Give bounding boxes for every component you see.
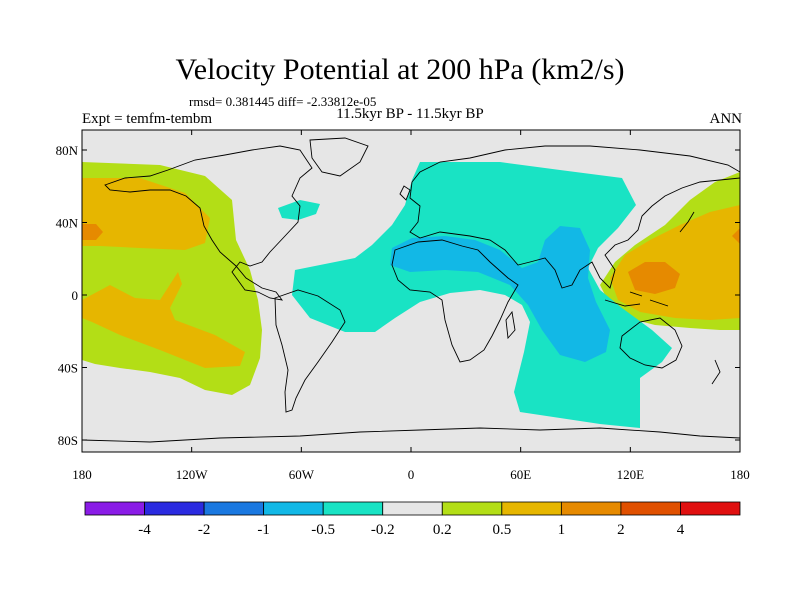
contour-north-pacific-1 (82, 224, 103, 240)
lon-tick-label: 60W (289, 467, 315, 482)
colorbar-label: -2 (198, 522, 211, 538)
coast-antarctica (82, 427, 740, 443)
lat-tick-label: 40S (58, 361, 78, 376)
colorbar-swatch (382, 501, 443, 516)
coast-greenland (309, 137, 369, 177)
colorbar-swatch (620, 501, 681, 516)
colorbar-label: -4 (138, 522, 151, 538)
contour-west-pacific-1-edge (732, 228, 740, 244)
contour-indian-ocean-neg-0.5 (390, 226, 610, 362)
colorbar-swatch (144, 501, 205, 516)
stats-label: rmsd= 0.381445 diff= -2.33812e-05 (189, 94, 377, 109)
colorbar-swatch (560, 501, 622, 516)
colorbar-label: -1 (257, 522, 270, 538)
coast-new-zealand (711, 359, 721, 385)
coast-south-america (274, 289, 346, 413)
coast-africa (391, 239, 519, 363)
coast-madagascar (505, 310, 516, 340)
experiment-label: Expt = temfm-tembm (82, 111, 213, 127)
lat-tick-label: 0 (72, 288, 79, 303)
coast-uk (399, 185, 411, 201)
colorbar-swatch (680, 501, 741, 516)
colorbar-label: 0.5 (492, 522, 511, 538)
contour-west-pacific-1 (628, 262, 680, 294)
colorbar-swatch (84, 501, 145, 516)
colorbar-swatch (441, 501, 503, 516)
colorbar-swatch (263, 501, 324, 516)
plot-title: Velocity Potential at 200 hPa (km2/s) (175, 53, 625, 86)
coast-eurasia (409, 145, 740, 289)
lon-tick-label: 180 (730, 467, 750, 482)
axis-ticks: 80N 40N 0 40S 80S 180 120W 60W 0 60E 120E 180 (56, 130, 750, 482)
lat-tick-label: 40N (56, 216, 79, 231)
lon-tick-label: 180 (72, 467, 92, 482)
period-label: 11.5kyr BP - 11.5kyr BP (336, 106, 484, 122)
colorbar-label: 4 (677, 522, 685, 538)
lat-tick-label: 80N (56, 143, 79, 158)
coast-north-america (104, 145, 313, 301)
lon-tick-label: 120W (176, 467, 209, 482)
contour-south-pacific-0.5 (82, 272, 245, 368)
lat-tick-label: 80S (58, 433, 78, 448)
contour-north-pacific-0.5 (82, 178, 210, 250)
colorbar-swatch (203, 501, 265, 516)
colorbar-label: 1 (558, 522, 566, 538)
colorbar-label: 2 (617, 522, 625, 538)
coast-australia (619, 317, 683, 369)
colorbar: -4 -2 -1 -0.5 -0.2 0.2 0.5 1 2 4 (84, 501, 741, 538)
colorbar-label: -0.2 (371, 522, 395, 538)
coast-indonesia (604, 291, 669, 307)
lon-tick-label: 0 (408, 467, 415, 482)
colorbar-swatch (322, 501, 384, 516)
colorbar-swatch (501, 501, 562, 516)
map-area (82, 130, 740, 452)
lon-tick-label: 120E (617, 467, 645, 482)
coastlines (82, 137, 740, 443)
season-label: ANN (709, 111, 743, 127)
contour-labrador-neg-0.2 (278, 200, 320, 220)
colorbar-label: 0.2 (433, 522, 452, 538)
colorbar-label: -0.5 (311, 522, 335, 538)
lon-tick-label: 60E (510, 467, 531, 482)
coast-japan (679, 211, 695, 233)
